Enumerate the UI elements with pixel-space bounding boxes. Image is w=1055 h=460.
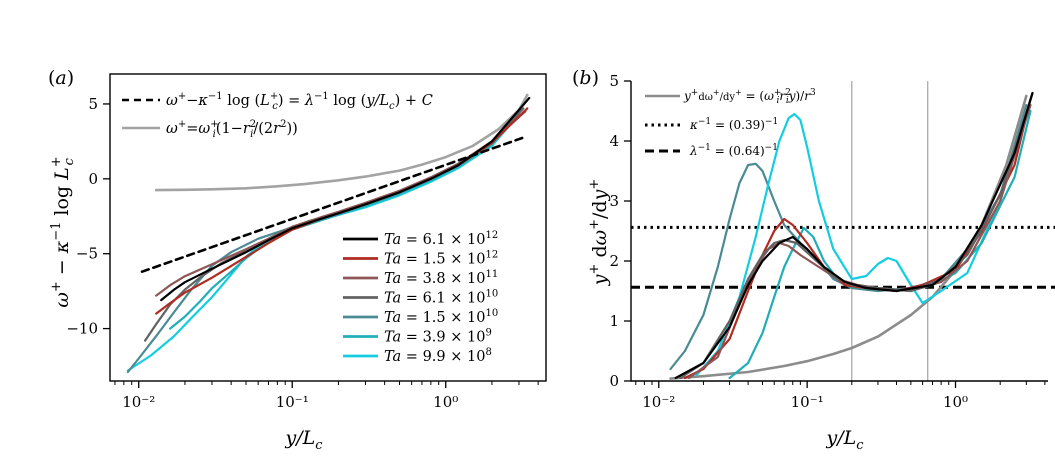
legend-ta-label: Ta = 3.9 × 109	[384, 328, 492, 346]
panel-a-label: (a)	[48, 67, 74, 89]
x-tick-label: 10⁰	[433, 393, 458, 411]
y-tick-label: −5	[76, 245, 98, 263]
series-line	[695, 112, 1028, 377]
legend-lambda-label: λ−1 = (0.64)−1	[689, 143, 778, 158]
panel-b-xlabel: y/Lc	[825, 427, 864, 453]
panel-a-ylabel: ω+ − κ−1 log L+c	[49, 156, 77, 307]
y-tick-label: 0	[609, 372, 619, 390]
series-line	[154, 93, 529, 192]
legend-laminar-label: ω+=ω+ i(1−r2 i/(2r2))	[166, 119, 298, 140]
legend-ta-label: Ta = 3.8 × 1011	[384, 269, 498, 287]
y-tick-label: 1	[609, 312, 619, 330]
panel-b-ylabel: y+ dω+/dy+	[587, 179, 611, 286]
legend-ta-label: Ta = 1.5 × 1010	[384, 308, 498, 326]
legend-ta-label: Ta = 6.1 × 1010	[384, 289, 498, 307]
panel-a-legend-top: ω+−κ−1 log (L+ c) = λ−1 log (y/Lc) + C ω+…	[122, 91, 433, 140]
legend-ta-label: Ta = 1.5 × 1012	[384, 250, 498, 268]
x-tick-label: 10⁰	[943, 393, 968, 411]
y-tick-label: −10	[66, 320, 98, 338]
y-tick-label: 2	[609, 252, 619, 270]
y-tick-label: 3	[609, 192, 619, 210]
panel-b-legend: y+dω+/dy+ = (ω+ ir2 iy)/r3 κ−1 = (0.39)−1 …	[645, 88, 816, 158]
panel-a-xlabel: y/Lc	[284, 427, 323, 453]
panel-b: (b) 10⁻² 10⁻¹ 10⁰ 0 1 2 3 4 5 y+ dω+/dy+ y/Lc y+…	[572, 67, 1055, 453]
series-line	[687, 103, 1032, 380]
panel-a-ticks: 10⁻² 10⁻¹ 10⁰ 5 0 −5 −10	[66, 95, 539, 411]
x-tick-label: 10⁻²	[122, 393, 155, 411]
series-line	[155, 110, 527, 297]
panel-b-label: (b)	[572, 67, 599, 89]
panel-a-frame	[109, 73, 547, 382]
series-line	[160, 96, 531, 302]
legend-laminar-gradient-label: y+dω+/dy+ = (ω+ ir2 iy)/r3	[683, 88, 816, 106]
y-tick-label: 0	[88, 170, 98, 188]
panel-b-ticks: 10⁻² 10⁻¹ 10⁰ 0 1 2 3 4 5	[609, 72, 1046, 411]
legend-ta-label: Ta = 6.1 × 1012	[384, 230, 498, 248]
y-tick-label: 5	[609, 72, 619, 90]
x-tick-label: 10⁻¹	[791, 393, 824, 411]
panel-a-series	[126, 93, 531, 374]
series-line	[674, 91, 1034, 380]
series-line	[683, 97, 1032, 380]
y-tick-label: 4	[609, 132, 619, 150]
y-tick-label: 5	[88, 95, 98, 113]
x-tick-label: 10⁻¹	[276, 393, 309, 411]
x-tick-label: 10⁻²	[642, 393, 675, 411]
legend-fit-label: ω+−κ−1 log (L+ c) = λ−1 log (y/Lc) + C	[166, 91, 433, 112]
series-line	[140, 135, 527, 273]
legend-kappa-label: κ−1 = (0.39)−1	[689, 117, 778, 132]
legend-ta-label: Ta = 9.9 × 108	[384, 347, 492, 365]
panel-b-series	[669, 91, 1034, 380]
panel-b-frame	[630, 81, 1048, 382]
